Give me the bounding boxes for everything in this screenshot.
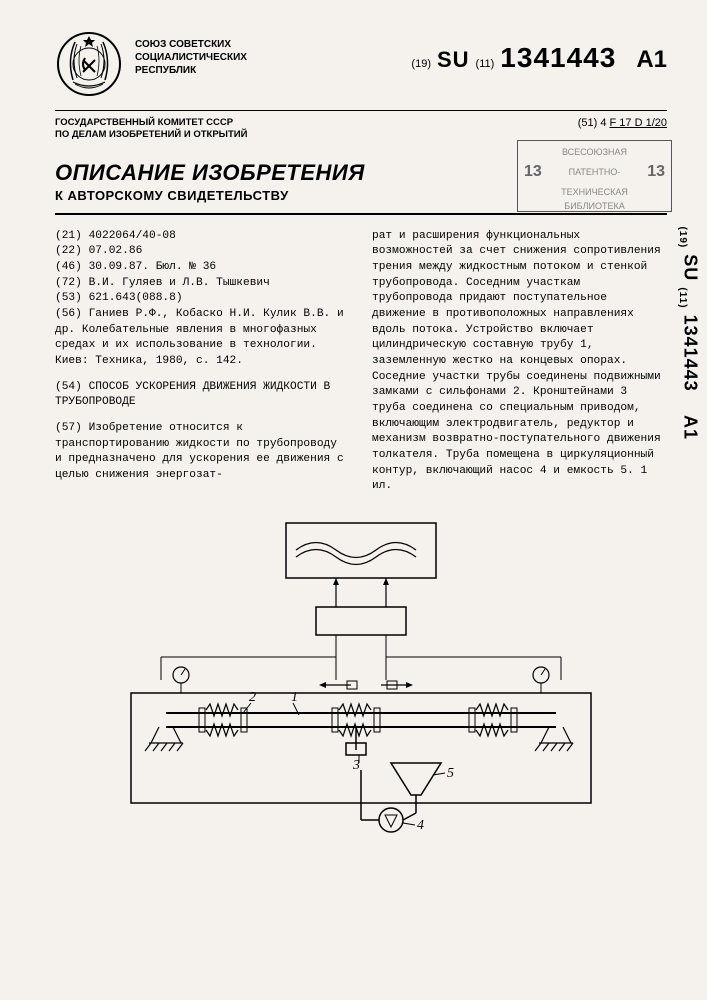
stamp-line: ВСЕСОЮЗНАЯ [524, 145, 665, 159]
union-line: СОЮЗ СОВЕТСКИХ [135, 38, 247, 51]
fig-label-2: 2 [249, 690, 256, 705]
stamp-row: 13 ПАТЕНТНО- 13 [524, 159, 665, 185]
body-columns: (21) 4022064/40-08 (22) 07.02.86 (46) 30… [55, 229, 667, 495]
biblio-line: (53) 621.643(088.8) [55, 291, 350, 307]
fig-label-4: 4 [417, 818, 424, 833]
stamp-num: 13 [647, 159, 665, 185]
fig-label-1: 1 [291, 690, 298, 705]
union-line: СОЦИАЛИСТИЧЕСКИХ [135, 51, 247, 64]
library-stamp: ВСЕСОЮЗНАЯ 13 ПАТЕНТНО- 13 ТЕХНИЧЕСКАЯ Б… [517, 140, 672, 212]
code-prefix: (19) [411, 58, 431, 70]
header-row: СОЮЗ СОВЕТСКИХ СОЦИАЛИСТИЧЕСКИХ РЕСПУБЛИ… [55, 30, 667, 98]
left-column: (21) 4022064/40-08 (22) 07.02.86 (46) 30… [55, 229, 350, 495]
side-patent-code: (19) SU (11) 1341443 A1 [677, 226, 701, 440]
code-mid: (11) [476, 58, 495, 70]
abstract-start: (57) Изобретение относится к транспортир… [55, 421, 350, 484]
ussr-emblem-icon [55, 30, 123, 98]
side-suffix: A1 [681, 415, 701, 440]
patent-page: СОЮЗ СОВЕТСКИХ СОЦИАЛИСТИЧЕСКИХ РЕСПУБЛИ… [0, 0, 707, 1000]
patent-code: (19) SU (11) 1341443 A1 [411, 30, 667, 74]
side-su: SU [681, 254, 701, 281]
biblio-line: (46) 30.09.87. Бюл. № 36 [55, 260, 350, 276]
stamp-text: ПАТЕНТНО- [569, 165, 621, 179]
abstract-cont: рат и расширения функциональных возможно… [372, 229, 667, 495]
ipc-code: (51) 4 F 17 D 1/20 [578, 117, 667, 129]
mid-row: ГОСУДАРСТВЕННЫЙ КОМИТЕТ СССР ПО ДЕЛАМ ИЗ… [55, 117, 667, 142]
side-prefix: (19) [677, 226, 688, 248]
biblio-line: (56) Ганиев Р.Ф., Кобаско Н.И. Кулик В.В… [55, 307, 350, 370]
code-suffix: A1 [636, 46, 667, 74]
ipc-value: F 17 D 1/20 [610, 117, 667, 129]
stamp-line: ТЕХНИЧЕСКАЯ [524, 185, 665, 199]
stamp-num: 13 [524, 159, 542, 185]
right-column: рат и расширения функциональных возможно… [372, 229, 667, 495]
side-mid: (11) [677, 287, 688, 308]
union-text: СОЮЗ СОВЕТСКИХ СОЦИАЛИСТИЧЕСКИХ РЕСПУБЛИ… [135, 30, 247, 77]
biblio-line: (21) 4022064/40-08 [55, 229, 350, 245]
committee-line: ГОСУДАРСТВЕННЫЙ КОМИТЕТ СССР [55, 117, 247, 129]
title-54: (54) СПОСОБ УСКОРЕНИЯ ДВИЖЕНИЯ ЖИДКОСТИ … [55, 380, 350, 411]
union-line: РЕСПУБЛИК [135, 64, 247, 77]
code-su: SU [437, 47, 470, 73]
stamp-line: БИБЛИОТЕКА [524, 199, 665, 213]
biblio-line: (22) 07.02.86 [55, 244, 350, 260]
code-number: 1341443 [500, 42, 616, 74]
committee-line: ПО ДЕЛАМ ИЗОБРЕТЕНИЙ И ОТКРЫТИЙ [55, 129, 247, 141]
side-num: 1341443 [681, 315, 701, 392]
ipc-prefix: (51) 4 [578, 117, 607, 129]
committee-text: ГОСУДАРСТВЕННЫЙ КОМИТЕТ СССР ПО ДЕЛАМ ИЗ… [55, 117, 247, 142]
figure-diagram: 2 1 3 5 4 [55, 515, 667, 845]
divider [55, 110, 667, 111]
fig-label-5: 5 [447, 766, 454, 781]
biblio-line: (72) В.И. Гуляев и Л.В. Тышкевич [55, 276, 350, 292]
